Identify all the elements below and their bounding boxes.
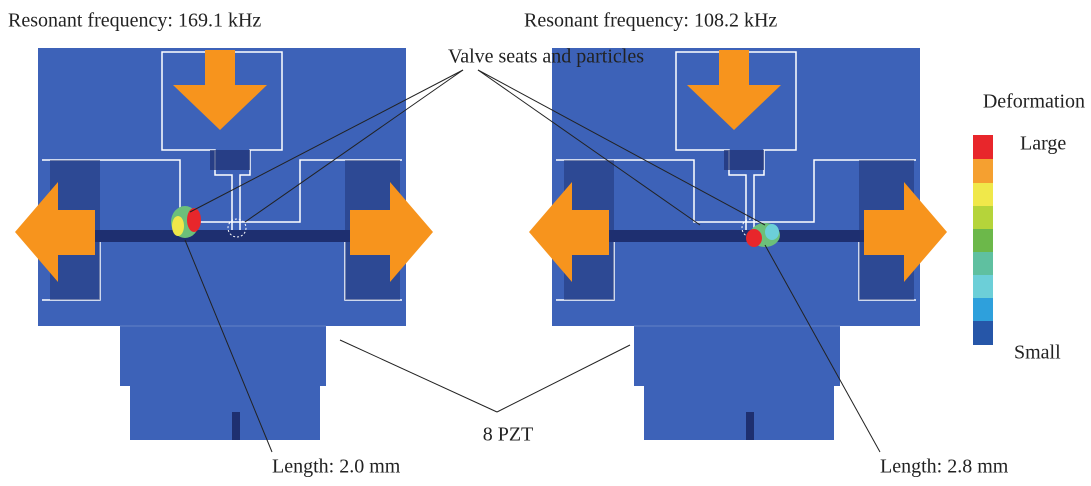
colorbar: [973, 135, 993, 345]
legend-high: Large: [1020, 133, 1066, 155]
legend-low: Small: [1014, 342, 1061, 364]
panel-title: Resonant frequency: 169.1 kHz: [8, 10, 261, 32]
valve-callout: Valve seats and particles: [448, 46, 644, 68]
legend-title: Deformation: [983, 91, 1085, 113]
figure: Resonant frequency: 169.1 kHz Resonant f…: [0, 0, 1091, 486]
right-model: [529, 48, 947, 440]
panel-title: Resonant frequency: 108.2 kHz: [524, 10, 777, 32]
pzt-callout: 8 PZT: [483, 424, 534, 446]
left-model: [15, 48, 433, 440]
length-label: Length: 2.0 mm: [272, 456, 401, 478]
length-label: Length: 2.8 mm: [880, 456, 1009, 478]
